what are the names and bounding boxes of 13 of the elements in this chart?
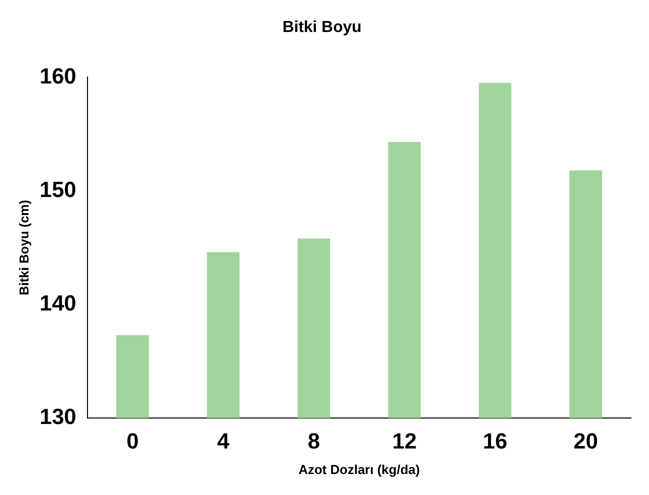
y-tick-label: 140	[40, 290, 76, 316]
chart-title: Bitki Boyu	[282, 19, 362, 36]
x-tick-label: 20	[573, 428, 598, 454]
x-tick-label: 12	[392, 428, 417, 454]
x-tick-label: 4	[217, 428, 230, 454]
x-tick-label: 16	[482, 428, 508, 454]
x-tick-label: 8	[308, 428, 320, 454]
x-axis-title: Azot Dozları (kg/da)	[298, 462, 420, 477]
y-tick-label: 160	[40, 63, 76, 88]
y-axis-title: Bitki Boyu (cm)	[16, 200, 32, 296]
x-tick-label: 0	[126, 428, 139, 454]
y-tick-label: 130	[40, 404, 76, 430]
y-tick-label: 150	[40, 176, 76, 202]
